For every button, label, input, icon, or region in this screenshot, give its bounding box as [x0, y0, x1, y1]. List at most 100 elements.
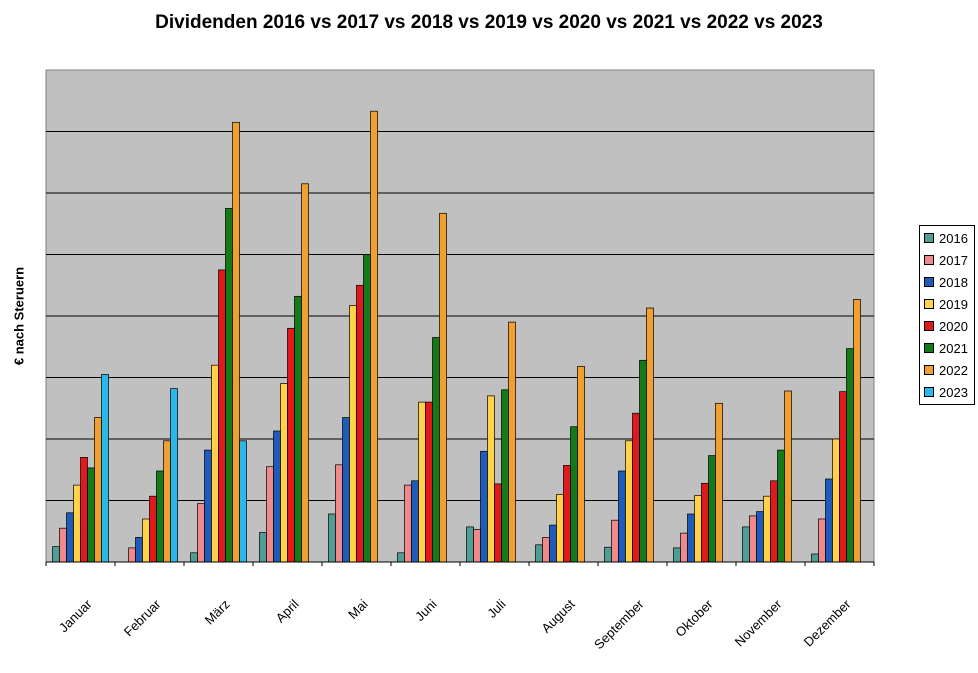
x-tick-label-Dezember: Dezember: [801, 596, 854, 649]
bar-2020-April: [287, 327, 295, 563]
bar-2016-April: [259, 532, 267, 563]
x-tick-label-Juli: Juli: [484, 596, 508, 620]
bar-2020-Januar: [80, 457, 88, 563]
legend-item-2023: 2023: [920, 381, 974, 403]
legend-label: 2022: [939, 362, 968, 378]
bar-2022-Januar: [94, 417, 102, 563]
legend: 2016 2017 2018 2019 2020 2021 2022 2023: [919, 225, 975, 405]
legend-label: 2021: [939, 340, 968, 356]
bar-2023-Februar: [170, 388, 178, 563]
bar-2022-September: [646, 307, 654, 563]
legend-swatch: [924, 343, 934, 353]
bar-2021-Oktober: [708, 455, 716, 563]
bar-2018-November: [756, 511, 764, 563]
x-tick-label-Juni: Juni: [412, 596, 440, 624]
legend-swatch: [924, 387, 934, 397]
legend-label: 2020: [939, 318, 968, 334]
bar-2020-November: [770, 480, 778, 563]
bar-2016-Oktober: [673, 547, 681, 563]
legend-item-2016: 2016: [920, 227, 974, 249]
bar-2016-Juli: [466, 526, 474, 563]
bar-2017-April: [266, 466, 274, 563]
bar-2020-Oktober: [701, 482, 709, 563]
legend-swatch: [924, 277, 934, 287]
bar-2020-Mai: [356, 284, 364, 563]
legend-item-2022: 2022: [920, 359, 974, 381]
bar-2019-Juni: [418, 401, 426, 563]
bar-2018-September: [618, 470, 626, 563]
bar-2018-April: [273, 430, 281, 563]
bar-2022-November: [784, 390, 792, 563]
x-axis: [45, 561, 875, 566]
bar-2018-Juli: [480, 450, 488, 563]
x-tick-label-November: November: [732, 596, 785, 649]
bar-2022-Juni: [439, 212, 447, 563]
x-tick-label-Januar: Januar: [56, 596, 95, 635]
x-tick-label-Februar: Februar: [121, 596, 164, 639]
bar-2019-März: [211, 364, 219, 563]
bar-2018-Dezember: [825, 478, 833, 563]
bar-2017-Juni: [404, 484, 412, 563]
bar-2018-August: [549, 524, 557, 563]
bar-2023-März: [239, 440, 247, 563]
bar-2016-August: [535, 544, 543, 563]
x-tick-label-September: September: [591, 596, 647, 652]
bar-2020-August: [563, 465, 571, 563]
bar-2017-März: [197, 503, 205, 563]
bar-2020-Juli: [494, 483, 502, 563]
bar-2019-Juli: [487, 395, 495, 563]
legend-label: 2018: [939, 274, 968, 290]
legend-item-2017: 2017: [920, 249, 974, 271]
bar-2019-August: [556, 494, 564, 563]
bar-2016-September: [604, 546, 612, 563]
bar-2017-Januar: [59, 527, 67, 563]
x-tick-label-August: August: [538, 596, 577, 635]
x-tick-label-Mai: Mai: [345, 596, 370, 621]
legend-label: 2019: [939, 296, 968, 312]
bar-2020-Dezember: [839, 391, 847, 563]
bar-2018-Mai: [342, 417, 350, 563]
bar-2018-Februar: [135, 537, 143, 563]
bar-2022-März: [232, 121, 240, 563]
legend-item-2021: 2021: [920, 337, 974, 359]
bar-2019-Mai: [349, 305, 357, 563]
legend-swatch: [924, 299, 934, 309]
bar-2020-Juni: [425, 401, 433, 563]
legend-swatch: [924, 233, 934, 243]
bar-2017-Oktober: [680, 532, 688, 563]
bar-2021-Februar: [156, 470, 164, 563]
bar-2018-Juni: [411, 480, 419, 563]
bar-2017-August: [542, 537, 550, 563]
bar-2022-Mai: [370, 110, 378, 563]
bar-2019-Januar: [73, 484, 81, 563]
bar-2022-Juli: [508, 321, 516, 563]
legend-swatch: [924, 321, 934, 331]
legend-label: 2017: [939, 252, 968, 268]
bar-2019-April: [280, 383, 288, 563]
bar-2021-April: [294, 295, 302, 563]
bar-2017-November: [749, 515, 757, 563]
bar-2020-September: [632, 412, 640, 563]
bar-2020-Februar: [149, 495, 157, 563]
bar-2017-Dezember: [818, 518, 826, 563]
bar-2016-Juni: [397, 552, 405, 563]
bar-2016-Januar: [52, 546, 60, 563]
legend-label: 2016: [939, 230, 968, 246]
legend-swatch: [924, 255, 934, 265]
bar-2021-November: [777, 449, 785, 563]
bar-2017-Februar: [128, 547, 136, 563]
x-tick-label-April: April: [273, 596, 302, 625]
bar-2022-August: [577, 366, 585, 563]
bar-2016-Mai: [328, 513, 336, 563]
legend-swatch: [924, 365, 934, 375]
gridlines: [46, 131, 874, 501]
bar-2021-März: [225, 208, 233, 563]
bar-2021-Juni: [432, 337, 440, 563]
legend-item-2019: 2019: [920, 293, 974, 315]
bar-2021-Juli: [501, 389, 509, 563]
bar-2018-März: [204, 449, 212, 563]
chart-title: Dividenden 2016 vs 2017 vs 2018 vs 2019 …: [155, 12, 823, 33]
bar-2022-Februar: [163, 440, 171, 563]
bar-2016-Dezember: [811, 553, 819, 563]
